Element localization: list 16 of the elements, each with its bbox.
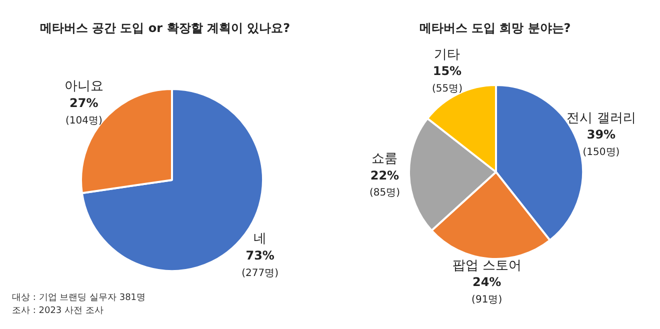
data-label: 27% (104명) [65,96,102,126]
data-label: 39% (150명) [582,128,620,158]
chart-title: 메타버스 공간 도입 or 확장할 계획이 있나요? [38,20,292,37]
slice-label: 네 [254,232,267,247]
data-label: 73% (277명) [242,248,279,279]
text: 조사 : 2023 사전 조사 [12,305,104,318]
slice-label: 전시 갤러리 [566,110,636,126]
chart-title: 메타버스 도입 희망 분야는? [418,20,572,37]
slice-label: 기타 [434,47,460,62]
text: 대상 : 기업 브랜딩 실무자 381명 [12,292,146,305]
slice-label: 쇼룸 [372,152,398,167]
slice-label: 팝업 스토어 [452,258,522,274]
slice-label: 아니요 [64,79,104,94]
data-label: 15% (55명) [432,64,463,94]
data-label: 22% (85명) [369,168,400,199]
data-label: 24% (91명) [472,275,502,306]
